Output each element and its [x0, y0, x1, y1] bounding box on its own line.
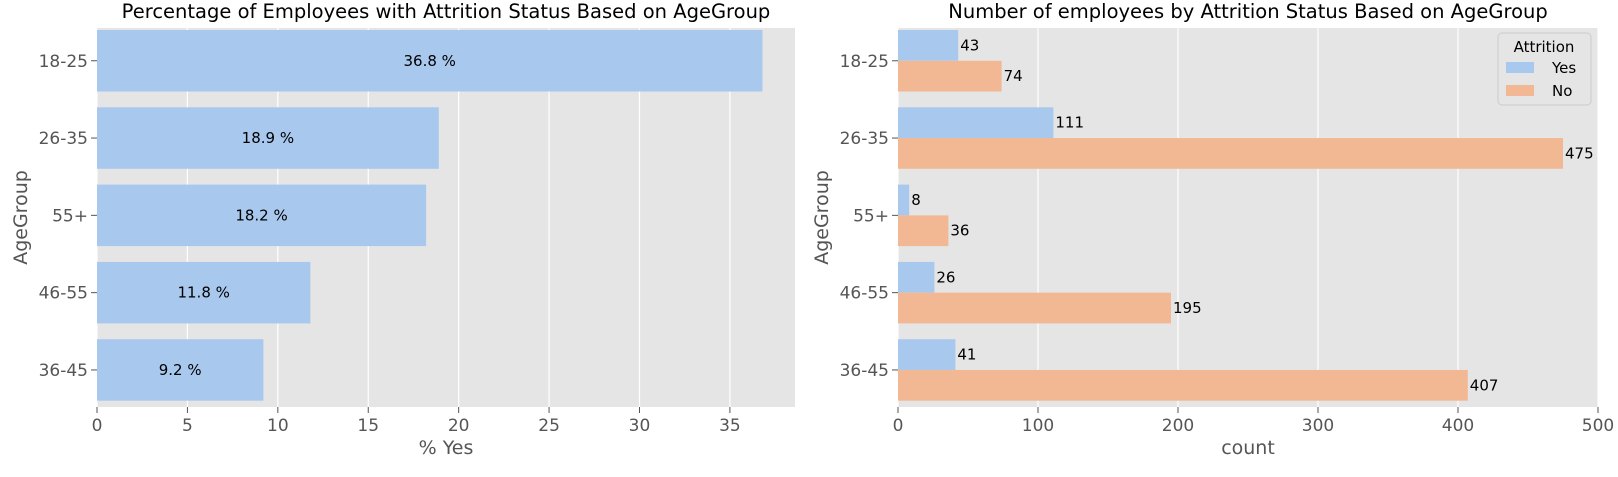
y-axis-label: AgeGroup [811, 170, 833, 265]
data-label: 36 [950, 222, 969, 240]
legend: Attrition Yes No [1497, 32, 1592, 106]
bar-46-55 [97, 261, 311, 324]
x-tick-label: 15 [357, 416, 379, 436]
chart-panel-1: 36.8 % 18-25 18.9 % 26-35 18.2 % 55+ 11.8 % 46-… [10, 0, 795, 459]
data-label: 43 [960, 36, 979, 54]
bar-yes-26-35 [898, 107, 1054, 139]
data-label: 195 [1173, 299, 1202, 317]
chart-title: Number of employees by Attrition Status … [948, 0, 1548, 23]
y-tick-label: 36-45 [840, 361, 889, 381]
x-tick-label: 100 [1022, 416, 1054, 436]
y-tick-label: 18-25 [39, 52, 88, 72]
y-axis-label: AgeGroup [10, 170, 32, 265]
data-label: 41 [957, 346, 976, 364]
chart-panel-2: 43 74 18-25 111 475 26-35 8 36 55+ 26 195 46-55 41 40… [811, 0, 1614, 459]
bar-no-46-55 [898, 292, 1171, 324]
plot-area [898, 28, 1598, 407]
bar-26-35 [97, 107, 439, 169]
bar-no-26-35 [898, 138, 1563, 169]
legend-swatch-yes [1506, 62, 1534, 73]
y-tick-label: 18-25 [840, 52, 889, 72]
legend-label-yes: Yes [1551, 59, 1576, 77]
data-label: 36.8 % [404, 52, 456, 70]
bar-no-36-45 [898, 369, 1468, 401]
data-label: 74 [1004, 67, 1023, 85]
data-label: 11.8 % [177, 284, 229, 302]
x-axis-label: % Yes [419, 437, 474, 459]
x-tick-label: 0 [92, 416, 103, 436]
bar-yes-46-55 [898, 261, 935, 293]
data-label: 18.2 % [235, 206, 287, 224]
data-label: 26 [936, 268, 955, 286]
data-label: 111 [1055, 114, 1084, 132]
x-tick-label: 20 [448, 416, 470, 436]
x-tick-label: 5 [182, 416, 193, 436]
bar-yes-18-25 [898, 30, 959, 61]
legend-swatch-no [1506, 85, 1534, 96]
bar-55+ [97, 184, 427, 247]
data-label: 407 [1470, 376, 1499, 394]
bar-18-25 [97, 30, 763, 92]
data-label: 475 [1565, 144, 1594, 162]
y-tick-label: 46-55 [39, 284, 88, 304]
data-label: 9.2 % [159, 361, 202, 379]
x-tick-label: 10 [267, 416, 289, 436]
y-tick-label: 55+ [853, 206, 889, 226]
x-tick-label: 35 [719, 416, 741, 436]
x-tick-label: 200 [1162, 416, 1194, 436]
y-tick-label: 36-45 [39, 361, 88, 381]
bar-yes-55+ [898, 184, 910, 216]
x-tick-label: 400 [1442, 416, 1474, 436]
x-tick-label: 0 [893, 416, 904, 436]
y-tick-label: 26-35 [39, 129, 88, 149]
bar-36-45 [97, 339, 264, 401]
chart-title: Percentage of Employees with Attrition S… [122, 0, 771, 23]
bar-no-18-25 [898, 60, 1002, 92]
bar-yes-36-45 [898, 339, 956, 370]
y-tick-label: 26-35 [840, 129, 889, 149]
legend-title: Attrition [1514, 38, 1575, 56]
data-label: 8 [911, 191, 921, 209]
x-tick-label: 30 [629, 416, 651, 436]
data-label: 18.9 % [242, 129, 294, 147]
x-tick-label: 500 [1582, 416, 1614, 436]
x-tick-label: 25 [538, 416, 560, 436]
x-axis-label: count [1221, 437, 1275, 459]
y-tick-label: 55+ [52, 206, 88, 226]
legend-label-no: No [1552, 82, 1572, 100]
y-tick-label: 46-55 [840, 284, 889, 304]
x-tick-label: 300 [1302, 416, 1334, 436]
bar-no-55+ [898, 215, 949, 247]
